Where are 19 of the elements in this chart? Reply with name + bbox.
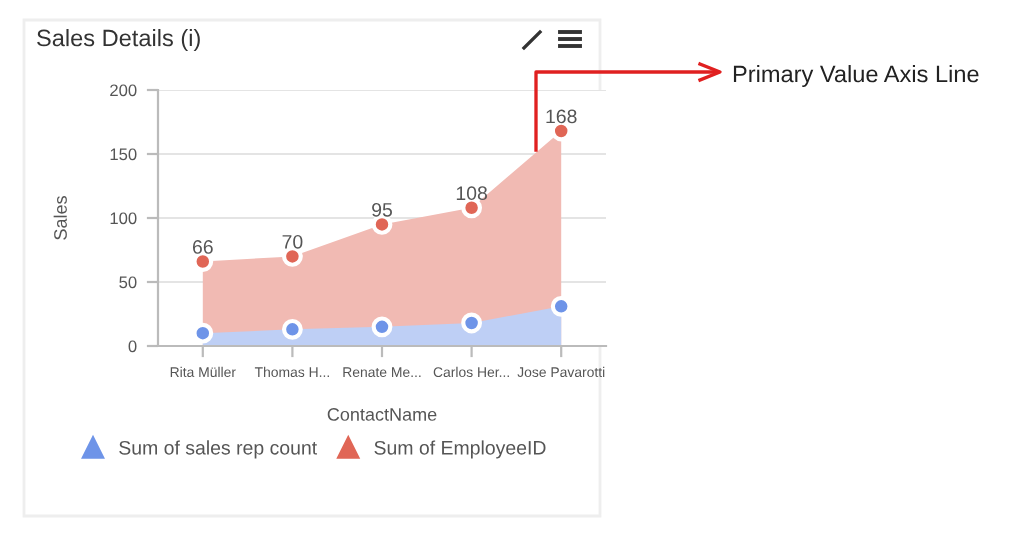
point — [281, 318, 303, 340]
legend-label: Sum of sales rep count — [119, 440, 318, 459]
y-tick-label: 150 — [110, 148, 137, 161]
y-axis-title: Sales — [53, 196, 67, 240]
chart-title: Sales Details (i) — [37, 29, 200, 51]
legend-label: Sum of EmployeeID — [374, 440, 546, 459]
y-tick-label: 0 — [128, 340, 137, 353]
data-label: 70 — [282, 234, 303, 249]
data-label: 168 — [546, 109, 577, 124]
data-label: 108 — [456, 186, 487, 201]
x-axis-title: ContactName — [327, 408, 437, 421]
point — [461, 312, 483, 334]
y-tick-label: 100 — [110, 212, 137, 225]
text: Primary Value Axis Line — [733, 65, 979, 87]
data-label: 95 — [372, 202, 392, 217]
point — [371, 316, 393, 338]
data-label: 66 — [192, 240, 213, 254]
y-tick-label: 50 — [119, 276, 137, 289]
y-tick-label: 200 — [110, 84, 137, 97]
